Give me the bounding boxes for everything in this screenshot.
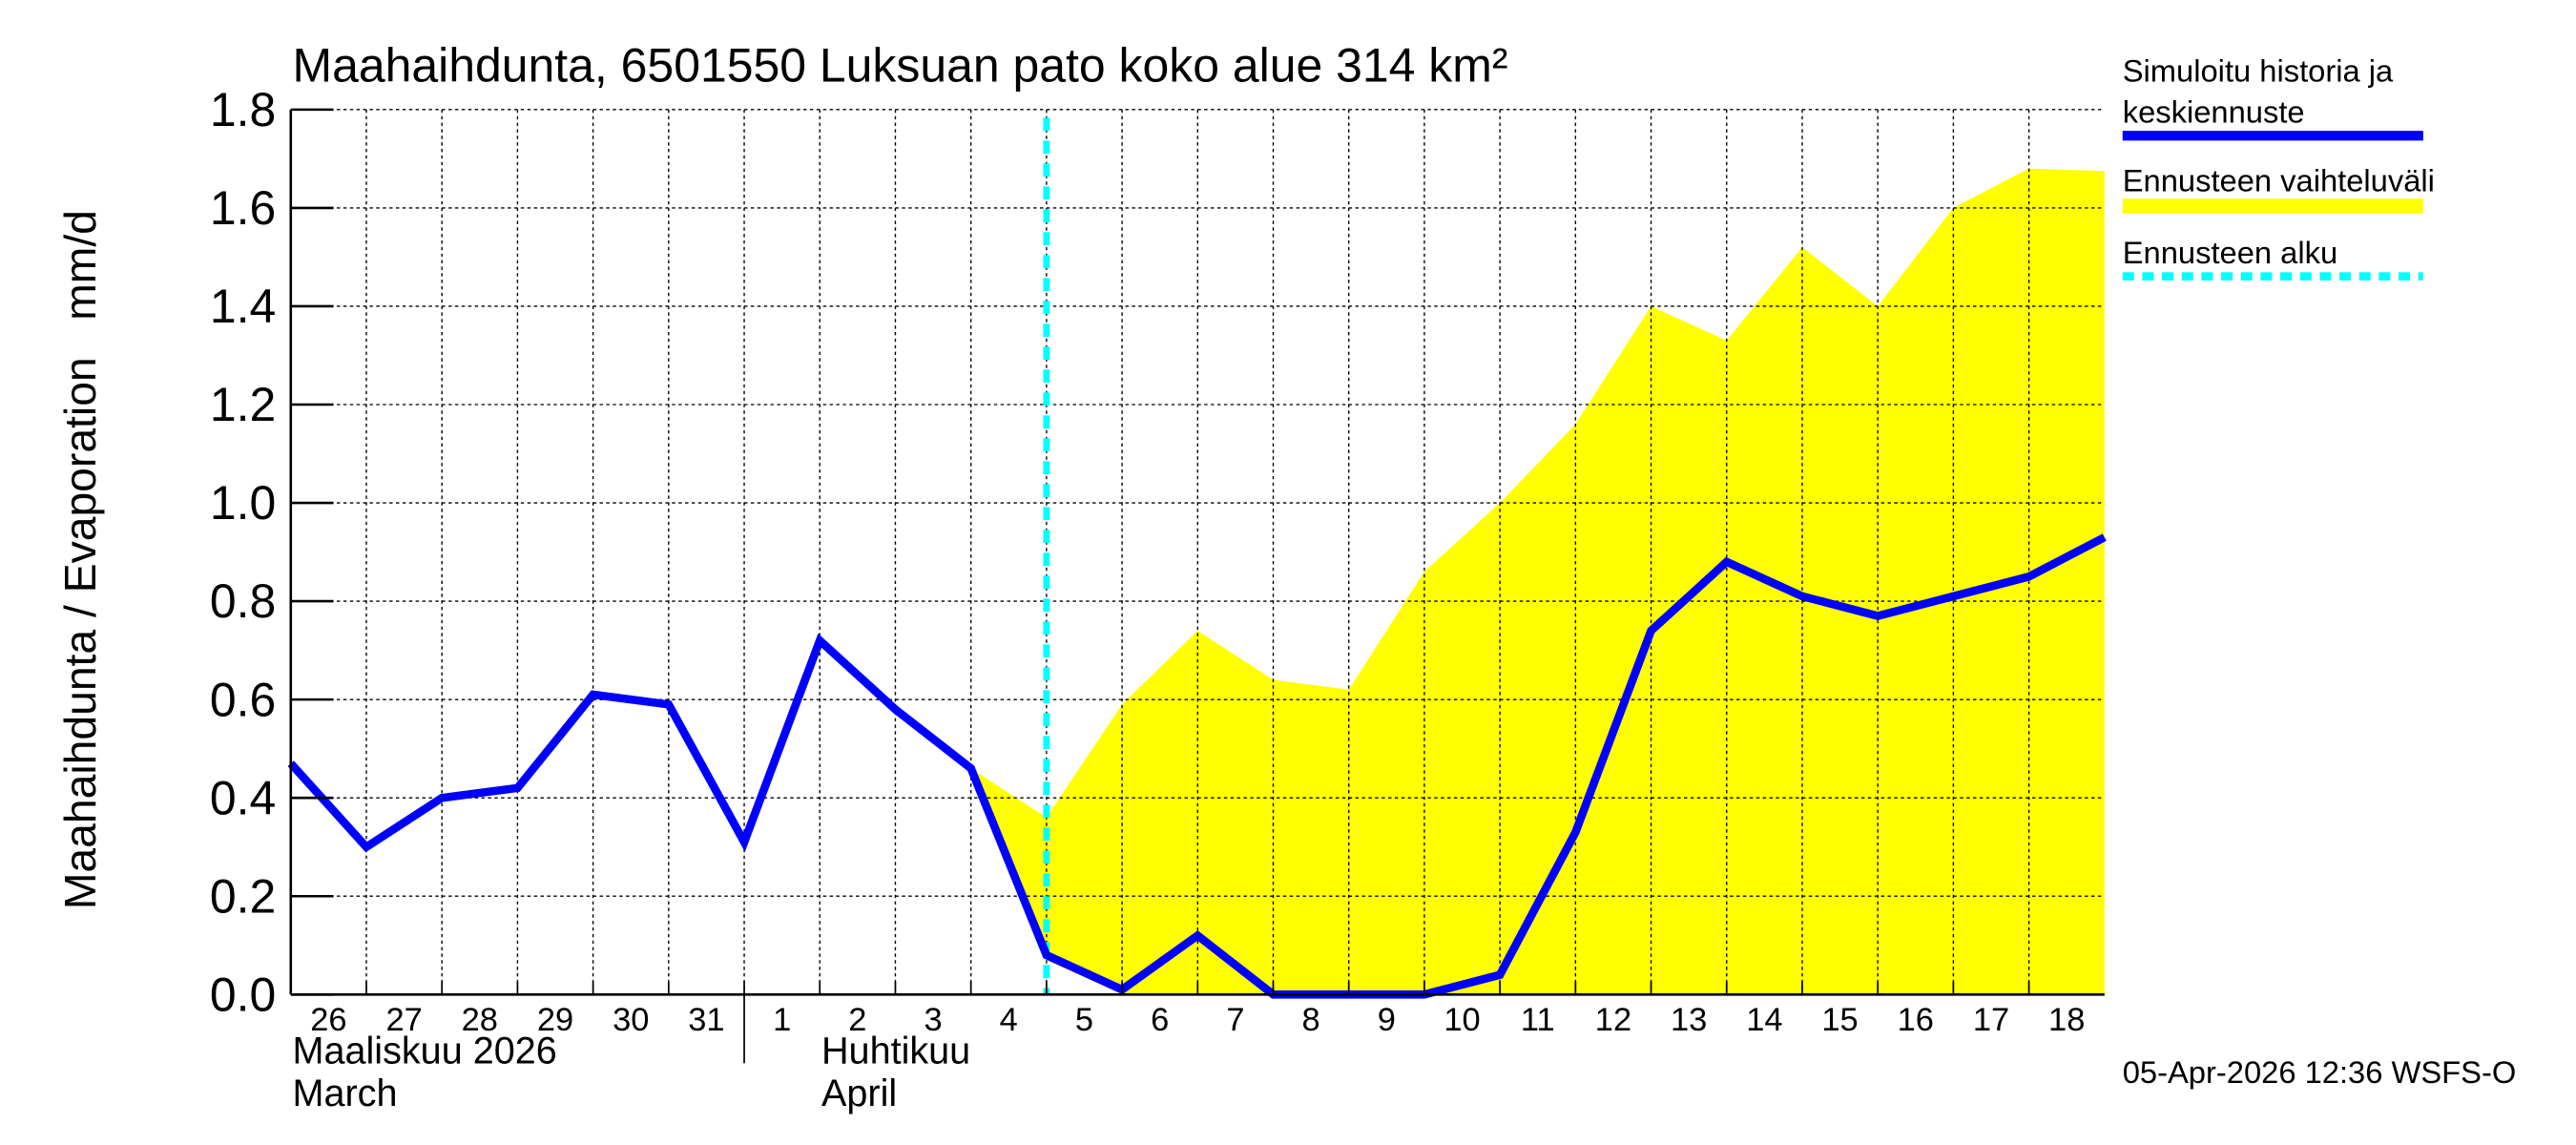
x-tick-label: 14 bbox=[1746, 1002, 1782, 1038]
y-tick-label: 0.0 bbox=[210, 968, 276, 1022]
x-tick-label: 17 bbox=[1973, 1002, 2009, 1038]
x-tick-label: 4 bbox=[1000, 1002, 1018, 1038]
x-tick-label: 13 bbox=[1671, 1002, 1707, 1038]
month-label-april-2: April bbox=[821, 1072, 897, 1114]
y-axis-label: Maahaihdunta / Evaporation mm/d bbox=[55, 210, 105, 909]
footer-timestamp: 05-Apr-2026 12:36 WSFS-O bbox=[2123, 1054, 2517, 1090]
y-tick-label: 1.6 bbox=[210, 181, 276, 235]
x-tick-label: 12 bbox=[1595, 1002, 1631, 1038]
legend-label-mean-2: keskiennuste bbox=[2123, 94, 2305, 130]
x-tick-label: 29 bbox=[537, 1002, 573, 1038]
x-tick-label: 2 bbox=[848, 1002, 866, 1038]
x-tick-label: 7 bbox=[1226, 1002, 1244, 1038]
x-tick-label: 31 bbox=[688, 1002, 724, 1038]
x-tick-label: 28 bbox=[462, 1002, 498, 1038]
y-tick-label: 0.8 bbox=[210, 574, 276, 628]
x-tick-label: 11 bbox=[1521, 1002, 1555, 1038]
month-label-march-2: March bbox=[293, 1072, 398, 1114]
legend-label-mean-1: Simuloitu historia ja bbox=[2123, 53, 2394, 89]
x-tick-label: 10 bbox=[1444, 1002, 1480, 1038]
y-tick-label: 1.8 bbox=[210, 83, 276, 136]
x-tick-label: 27 bbox=[385, 1002, 422, 1038]
y-tick-label: 0.4 bbox=[210, 771, 276, 824]
x-tick-label: 26 bbox=[310, 1002, 346, 1038]
month-label-march-1: Maaliskuu 2026 bbox=[293, 1030, 557, 1072]
forecast-band bbox=[970, 168, 2105, 995]
y-tick-label: 1.0 bbox=[210, 476, 276, 530]
x-tick-label: 5 bbox=[1075, 1002, 1093, 1038]
forecast-range-area bbox=[970, 168, 2105, 995]
y-tick-label: 0.2 bbox=[210, 869, 276, 923]
x-tick-label: 15 bbox=[1821, 1002, 1858, 1038]
x-tick-label: 18 bbox=[2048, 1002, 2085, 1038]
x-tick-label: 30 bbox=[613, 1002, 649, 1038]
x-tick-label: 8 bbox=[1302, 1002, 1320, 1038]
y-tick-label: 1.2 bbox=[210, 378, 276, 431]
axes: 0.00.20.40.60.81.01.21.41.61.826 27 28 29 30… bbox=[210, 83, 2105, 1064]
x-tick-label: 9 bbox=[1378, 1002, 1396, 1038]
x-tick-label: 1 bbox=[773, 1002, 791, 1038]
legend: Simuloitu historia ja keskiennuste Ennus… bbox=[2123, 53, 2435, 281]
legend-label-band: Ennusteen vaihteluväli bbox=[2123, 163, 2435, 198]
chart-title: Maahaihdunta, 6501550 Luksuan pato koko … bbox=[293, 39, 1508, 93]
x-tick-label: 3 bbox=[924, 1002, 942, 1038]
y-tick-label: 1.4 bbox=[210, 280, 276, 333]
month-label-april-1: Huhtikuu bbox=[821, 1030, 970, 1072]
x-tick-label: 6 bbox=[1151, 1002, 1169, 1038]
y-tick-label: 0.6 bbox=[210, 673, 276, 726]
legend-label-forecast-start: Ennusteen alku bbox=[2123, 235, 2337, 270]
x-tick-label: 16 bbox=[1898, 1002, 1934, 1038]
